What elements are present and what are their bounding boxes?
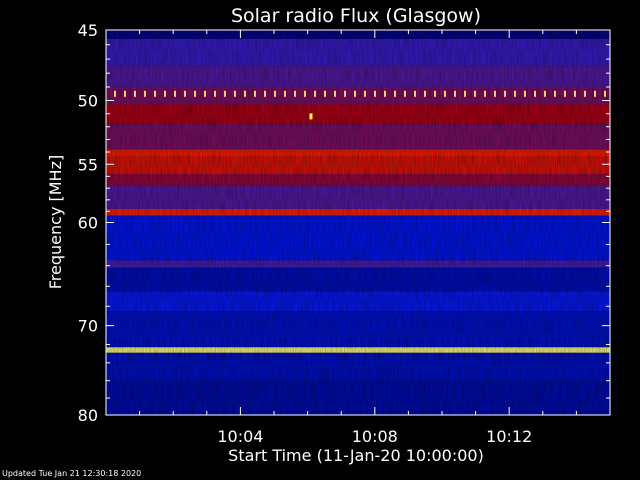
burst-dot bbox=[294, 90, 296, 97]
y-tick-label: 80 bbox=[78, 406, 98, 425]
burst-markers bbox=[114, 90, 606, 120]
y-tick-label: 60 bbox=[78, 214, 98, 233]
burst-dot bbox=[194, 90, 196, 97]
burst-dot bbox=[134, 90, 136, 97]
burst-dot bbox=[494, 90, 496, 97]
burst-dot bbox=[384, 90, 386, 97]
burst-dot bbox=[314, 90, 316, 97]
burst-dot bbox=[334, 90, 336, 97]
burst-dot bbox=[184, 90, 186, 97]
burst-dot bbox=[474, 90, 476, 97]
burst-dot bbox=[254, 90, 256, 97]
burst-dot bbox=[284, 90, 286, 97]
burst-dot bbox=[244, 90, 246, 97]
noise-texture bbox=[106, 30, 610, 415]
chart-title: Solar radio Flux (Glasgow) bbox=[231, 5, 481, 27]
burst-dot bbox=[504, 90, 506, 97]
burst-dot bbox=[604, 90, 606, 97]
x-axis-label: Start Time (11-Jan-20 10:00:00) bbox=[228, 446, 484, 465]
burst-dot bbox=[564, 90, 566, 97]
burst-dot bbox=[434, 90, 436, 97]
y-tick-label: 70 bbox=[78, 317, 98, 336]
burst-dot bbox=[144, 90, 146, 97]
x-tick-label: 10:12 bbox=[486, 427, 532, 446]
y-axis-ticks: 45 50 55 60 70 80 bbox=[78, 21, 610, 425]
burst-dot bbox=[364, 90, 366, 97]
y-axis-label: Frequency [MHz] bbox=[46, 155, 65, 289]
burst-dot bbox=[274, 90, 276, 97]
burst-dot bbox=[354, 90, 356, 97]
burst-dot bbox=[454, 90, 456, 97]
y-tick-label: 55 bbox=[78, 155, 98, 174]
burst-dot bbox=[234, 90, 236, 97]
burst-dot bbox=[324, 90, 326, 97]
burst-dot bbox=[544, 90, 546, 97]
burst-dot bbox=[554, 90, 556, 97]
burst-dot bbox=[584, 90, 586, 97]
burst-dot bbox=[164, 90, 166, 97]
burst-dot bbox=[204, 90, 206, 97]
burst-dot bbox=[594, 90, 596, 97]
burst-dot bbox=[394, 90, 396, 97]
updated-timestamp: Updated Tue Jan 21 12:30:18 2020 bbox=[2, 469, 142, 478]
burst-dot bbox=[224, 90, 226, 97]
burst-dot bbox=[264, 90, 266, 97]
burst-dot bbox=[404, 90, 406, 97]
burst-dot bbox=[524, 90, 526, 97]
y-tick-label: 50 bbox=[78, 92, 98, 111]
burst-dot bbox=[514, 90, 516, 97]
burst-dot bbox=[534, 90, 536, 97]
burst-dot bbox=[464, 90, 466, 97]
burst-dot bbox=[414, 90, 416, 97]
burst-dot bbox=[344, 90, 346, 97]
x-tick-label: 10:04 bbox=[217, 427, 263, 446]
burst-dot bbox=[124, 90, 126, 97]
x-axis-ticks: 10:04 10:08 10:12 bbox=[139, 30, 577, 446]
burst-spike bbox=[309, 113, 313, 120]
x-tick-label: 10:08 bbox=[352, 427, 398, 446]
burst-dot bbox=[424, 90, 426, 97]
burst-dot bbox=[174, 90, 176, 97]
burst-dot bbox=[484, 90, 486, 97]
burst-dot bbox=[574, 90, 576, 97]
y-tick-label: 45 bbox=[78, 21, 98, 40]
burst-dot bbox=[214, 90, 216, 97]
burst-dot bbox=[114, 90, 116, 97]
burst-dot bbox=[304, 90, 306, 97]
burst-dot bbox=[374, 90, 376, 97]
burst-dot bbox=[444, 90, 446, 97]
burst-dot bbox=[154, 90, 156, 97]
